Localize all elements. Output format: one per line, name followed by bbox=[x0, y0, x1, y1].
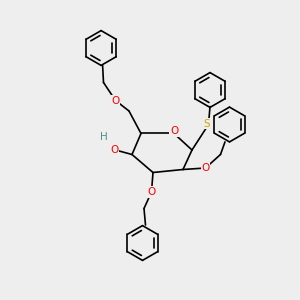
Text: O: O bbox=[147, 187, 156, 197]
Text: O: O bbox=[170, 126, 178, 136]
Text: O: O bbox=[111, 95, 120, 106]
Text: O: O bbox=[201, 163, 210, 173]
Text: H: H bbox=[100, 131, 108, 142]
Text: S: S bbox=[204, 118, 210, 129]
Text: O: O bbox=[110, 145, 119, 155]
